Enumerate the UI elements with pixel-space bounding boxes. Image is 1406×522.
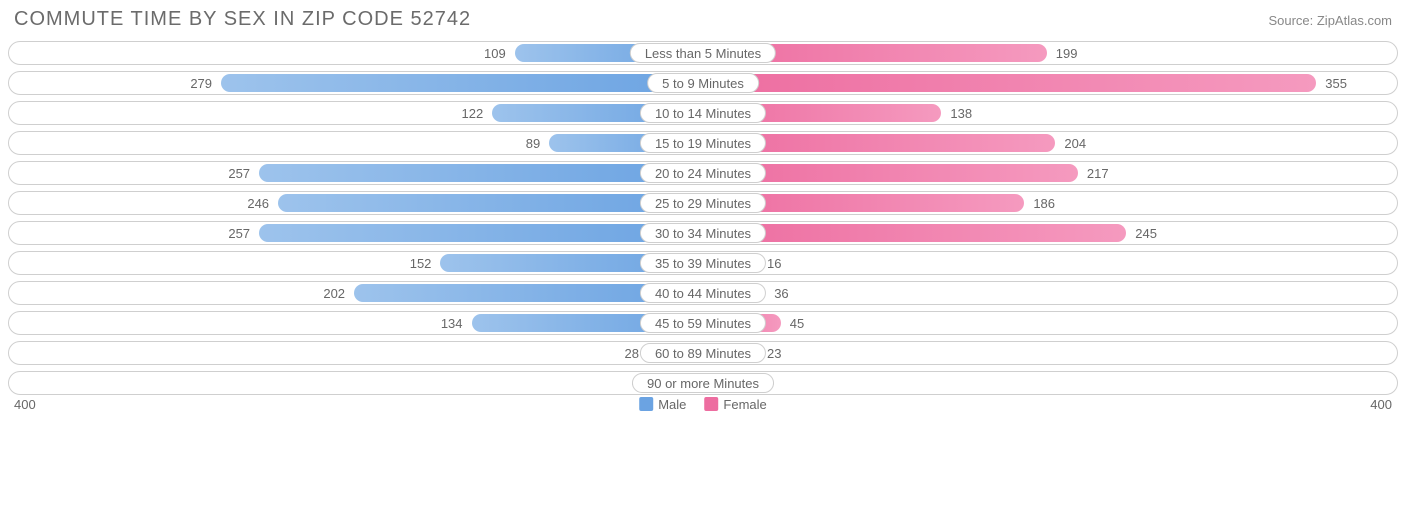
female-value-label: 199	[1050, 42, 1084, 66]
bar-row: 1521635 to 39 Minutes	[8, 251, 1398, 275]
bar-row: 0090 or more Minutes	[8, 371, 1398, 395]
female-value-label: 204	[1058, 132, 1092, 156]
bar-row: 202 3640 to 44 Minutes	[8, 281, 1398, 305]
bar-row: 134 45 45 to 59 Minutes	[8, 311, 1398, 335]
legend: Male Female	[639, 397, 767, 412]
female-value-label: 355	[1319, 72, 1353, 96]
legend-label-male: Male	[658, 397, 686, 412]
bar-row: 89 204 15 to 19 Minutes	[8, 131, 1398, 155]
bar-row: 279 355 5 to 9 Minutes	[8, 71, 1398, 95]
bar-row: 122 138 10 to 14 Minutes	[8, 101, 1398, 125]
category-pill: 5 to 9 Minutes	[647, 73, 759, 93]
female-value-label: 45	[784, 312, 810, 336]
legend-swatch-male	[639, 397, 653, 411]
male-bar	[259, 224, 703, 242]
male-value-label: 257	[222, 222, 256, 246]
category-pill: 30 to 34 Minutes	[640, 223, 766, 243]
male-value-label: 109	[478, 42, 512, 66]
male-value-label: 152	[404, 252, 438, 276]
male-bar	[259, 164, 703, 182]
category-pill: 40 to 44 Minutes	[640, 283, 766, 303]
male-value-label: 246	[241, 192, 275, 216]
female-value-label: 245	[1129, 222, 1163, 246]
female-bar	[703, 74, 1316, 92]
category-pill: Less than 5 Minutes	[630, 43, 776, 63]
legend-item-female: Female	[704, 397, 766, 412]
female-value-label: 36	[768, 282, 794, 306]
male-value-label: 279	[184, 72, 218, 96]
bar-row: 257 217 20 to 24 Minutes	[8, 161, 1398, 185]
female-value-label: 138	[944, 102, 978, 126]
chart-source: Source: ZipAtlas.com	[1268, 13, 1392, 28]
legend-label-female: Female	[723, 397, 766, 412]
female-value-label: 217	[1081, 162, 1115, 186]
male-value-label: 202	[317, 282, 351, 306]
category-pill: 35 to 39 Minutes	[640, 253, 766, 273]
male-value-label: 134	[435, 312, 469, 336]
female-bar	[703, 224, 1126, 242]
legend-item-male: Male	[639, 397, 686, 412]
male-value-label: 257	[222, 162, 256, 186]
bar-row: 257 245 30 to 34 Minutes	[8, 221, 1398, 245]
female-value-label: 186	[1027, 192, 1061, 216]
legend-swatch-female	[704, 397, 718, 411]
male-value-label: 122	[456, 102, 490, 126]
bar-row: 109 199 Less than 5 Minutes	[8, 41, 1398, 65]
category-pill: 20 to 24 Minutes	[640, 163, 766, 183]
chart-header: COMMUTE TIME BY SEX IN ZIP CODE 52742 So…	[8, 8, 1398, 41]
category-pill: 25 to 29 Minutes	[640, 193, 766, 213]
category-pill: 60 to 89 Minutes	[640, 343, 766, 363]
axis-right-label: 400	[1370, 397, 1392, 412]
bar-row: 246 186 25 to 29 Minutes	[8, 191, 1398, 215]
category-pill: 45 to 59 Minutes	[640, 313, 766, 333]
male-bar	[221, 74, 703, 92]
category-pill: 10 to 14 Minutes	[640, 103, 766, 123]
bar-row: 282360 to 89 Minutes	[8, 341, 1398, 365]
axis-row: 400 Male Female 400	[8, 397, 1398, 421]
category-pill: 90 or more Minutes	[632, 373, 774, 393]
chart-rows: 109 199 Less than 5 Minutes 279 355 5 to 9 Mi…	[8, 41, 1398, 395]
axis-left-label: 400	[14, 397, 36, 412]
category-pill: 15 to 19 Minutes	[640, 133, 766, 153]
chart-title: COMMUTE TIME BY SEX IN ZIP CODE 52742	[14, 8, 471, 31]
male-value-label: 89	[520, 132, 546, 156]
